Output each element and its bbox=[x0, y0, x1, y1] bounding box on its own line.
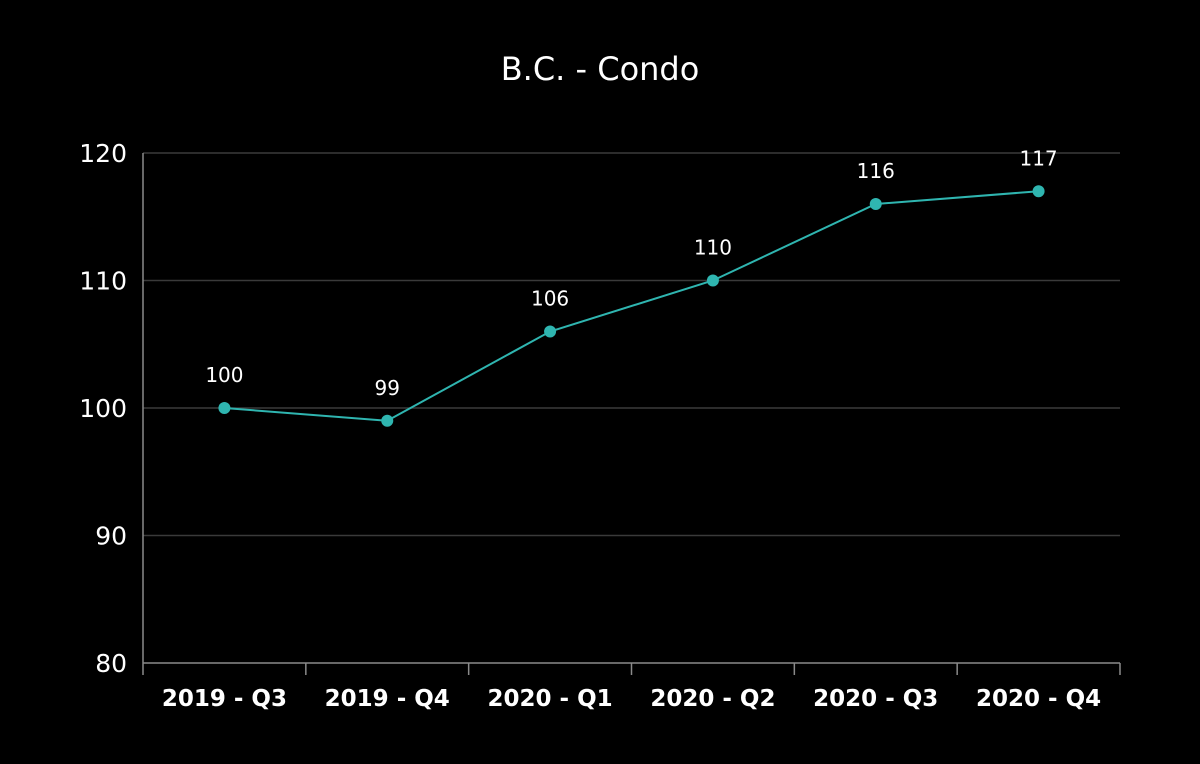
y-tick-label: 90 bbox=[95, 522, 127, 551]
data-label: 100 bbox=[205, 363, 243, 387]
x-tick-labels: 2019 - Q3 2019 - Q4 2020 - Q1 2020 - Q2 2020… bbox=[162, 686, 1101, 712]
data-label: 110 bbox=[694, 236, 732, 260]
x-tick-label: 2020 - Q1 bbox=[488, 686, 613, 712]
gridlines bbox=[143, 152, 1120, 537]
series-layer bbox=[218, 185, 1045, 427]
data-label: 116 bbox=[857, 159, 895, 183]
data-labels: 100 99 106 110 116 117 bbox=[205, 146, 1057, 400]
data-label: 99 bbox=[375, 376, 400, 400]
data-point bbox=[544, 325, 557, 338]
x-tick-label: 2019 - Q4 bbox=[325, 686, 450, 712]
series-line bbox=[224, 190, 1039, 422]
x-tick-label: 2020 - Q3 bbox=[813, 686, 938, 712]
data-point bbox=[218, 402, 231, 414]
y-tick-label: 100 bbox=[79, 394, 127, 423]
data-point bbox=[1032, 185, 1045, 198]
data-label: 106 bbox=[531, 287, 569, 311]
axes bbox=[142, 153, 1121, 675]
data-point bbox=[869, 198, 882, 210]
x-tick-label: 2019 - Q3 bbox=[162, 686, 287, 712]
x-tick-label: 2020 - Q2 bbox=[650, 686, 775, 712]
chart-title: B.C. - Condo bbox=[501, 50, 700, 88]
y-tick-label: 80 bbox=[95, 649, 127, 678]
data-label: 117 bbox=[1019, 146, 1057, 170]
data-point bbox=[706, 274, 719, 287]
data-point bbox=[381, 414, 394, 427]
y-tick-label: 120 bbox=[79, 139, 127, 168]
x-tick-label: 2020 - Q4 bbox=[976, 686, 1101, 712]
y-tick-labels: 80 90 100 110 120 bbox=[79, 139, 127, 678]
y-tick-label: 110 bbox=[79, 267, 127, 296]
